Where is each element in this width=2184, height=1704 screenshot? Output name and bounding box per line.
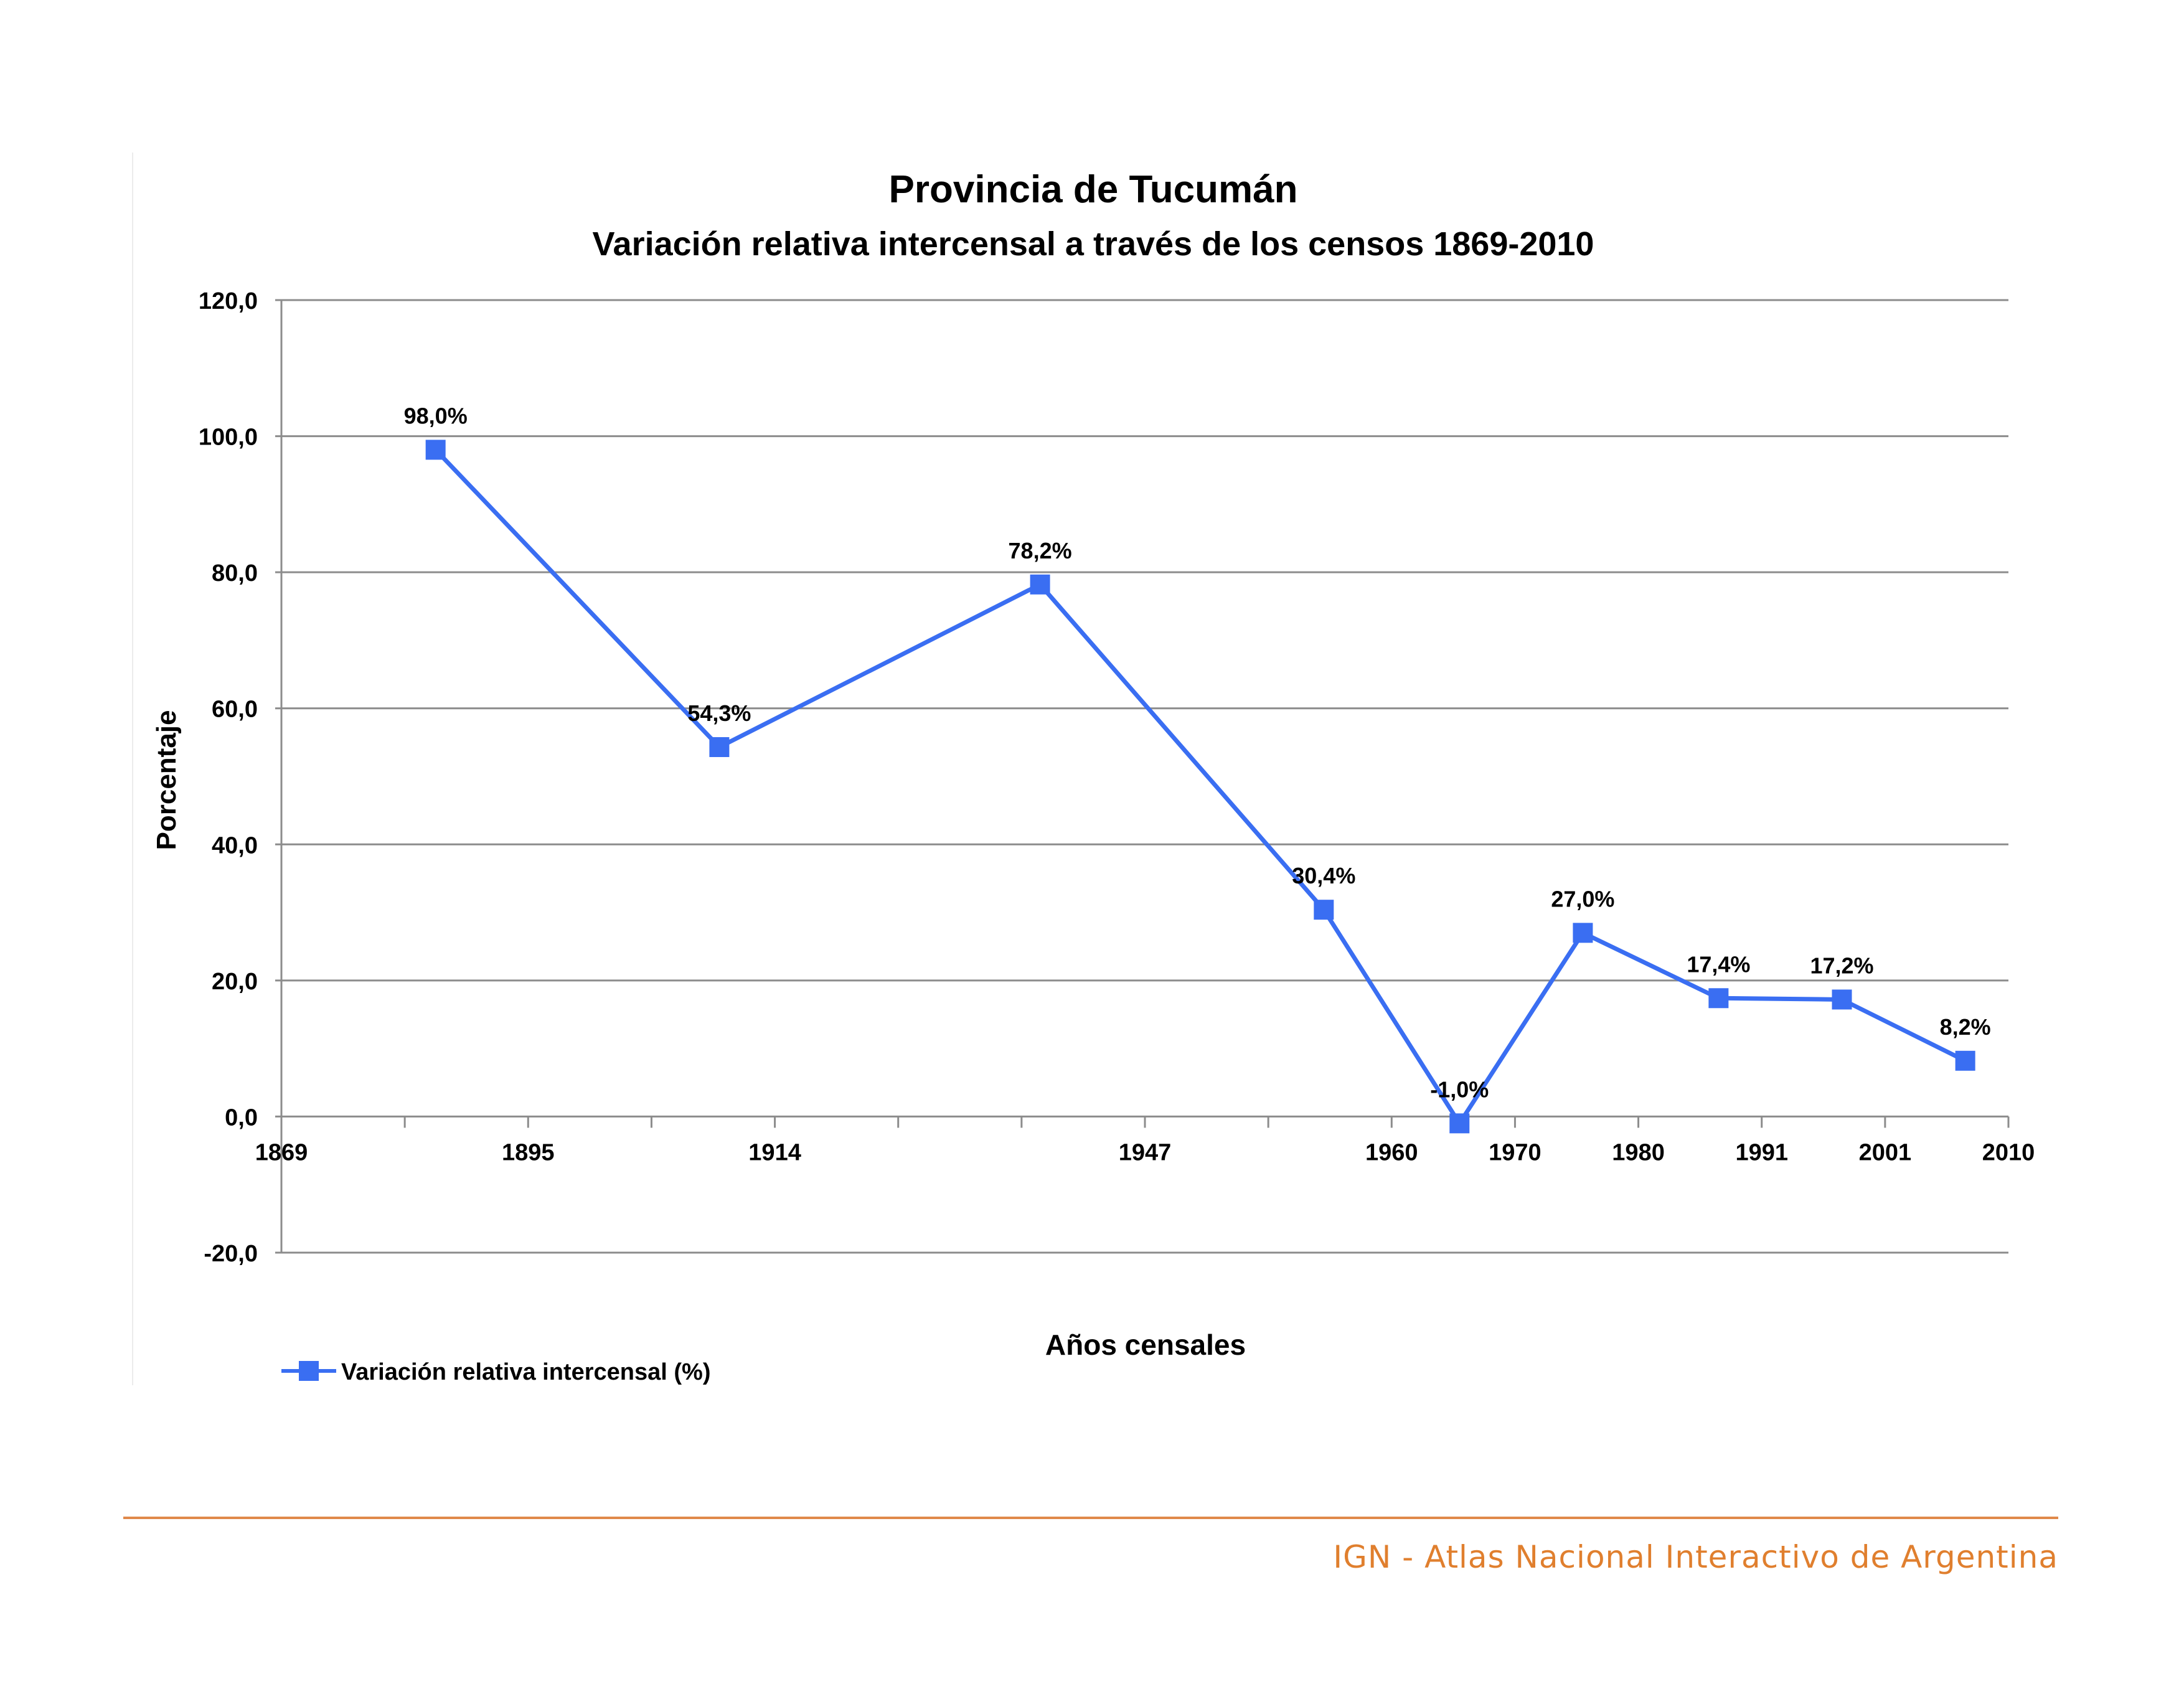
chart-title: Provincia de Tucumán (889, 168, 1298, 211)
data-point-marker (1708, 988, 1729, 1009)
x-tick-label: 1970 (1489, 1139, 1542, 1165)
y-tick-label: 100,0 (199, 425, 258, 451)
x-tick-label: 2010 (1982, 1139, 2035, 1165)
x-tick-label: 1947 (1119, 1139, 1172, 1165)
y-tick-label: -20,0 (204, 1241, 258, 1267)
data-point-marker (1832, 989, 1852, 1010)
data-label: -1,0% (1430, 1076, 1489, 1102)
footer-credit: IGN - Atlas Nacional Interactivo de Arge… (1333, 1539, 2058, 1575)
x-tick-label: 1869 (255, 1139, 308, 1165)
data-point-marker (1314, 900, 1334, 920)
x-axis-label: Años censales (1045, 1329, 1246, 1361)
series-line (434, 448, 1967, 1126)
y-tick-label: 60,0 (212, 697, 258, 723)
legend: Variación relativa intercensal (%) (281, 1359, 711, 1385)
data-label-layer: 98,0% 54,3% 78,2% 30,4% -1,0% 27,0% 17,4% 17,2%… (404, 403, 1991, 1102)
y-axis-label: Porcentaje (151, 710, 182, 850)
x-tick-label: 2001 (1859, 1139, 1912, 1165)
x-tick-label: 1980 (1612, 1139, 1665, 1165)
data-point-marker (709, 737, 730, 758)
left-border-line (132, 153, 133, 1385)
y-tick-label: 20,0 (212, 969, 258, 995)
x-tick-label: 1895 (502, 1139, 555, 1165)
data-point-marker (1573, 923, 1593, 943)
data-label: 17,4% (1687, 951, 1750, 977)
data-label: 54,3% (687, 700, 751, 726)
x-tick-label: 1991 (1735, 1139, 1788, 1165)
x-tick-label: 1914 (748, 1139, 801, 1165)
data-label: 27,0% (1551, 886, 1614, 911)
data-point-marker (1030, 574, 1050, 595)
data-label: 8,2% (1940, 1014, 1991, 1040)
y-tick-label: 0,0 (225, 1104, 258, 1131)
data-point-marker (1955, 1050, 1975, 1071)
data-label: 17,2% (1810, 953, 1873, 978)
grid-layer (275, 299, 2010, 1254)
data-label: 98,0% (404, 403, 468, 428)
y-tick-label: 120,0 (199, 288, 258, 314)
data-point-marker (1449, 1113, 1470, 1134)
y-tick-layer: -20,0 0,0 20,0 40,0 60,0 80,0 100,0 120,0 (199, 288, 258, 1267)
x-tick-label: 1960 (1365, 1139, 1418, 1165)
legend-marker-swatch (299, 1361, 319, 1381)
y-tick-label: 40,0 (212, 832, 258, 859)
data-point-marker (425, 440, 446, 460)
x-tick-layer: 1869 1895 1914 1947 1960 1970 1980 1991 2001 2010 (255, 1139, 2035, 1165)
data-label: 30,4% (1292, 863, 1355, 888)
footer-divider (123, 1517, 2058, 1519)
y-tick-label: 80,0 (212, 560, 258, 586)
legend-label: Variación relativa intercensal (%) (341, 1359, 711, 1385)
data-label: 78,2% (1009, 538, 1072, 563)
series-layer (425, 440, 1975, 1134)
chart-subtitle: Variación relativa intercensal a través … (593, 225, 1594, 263)
